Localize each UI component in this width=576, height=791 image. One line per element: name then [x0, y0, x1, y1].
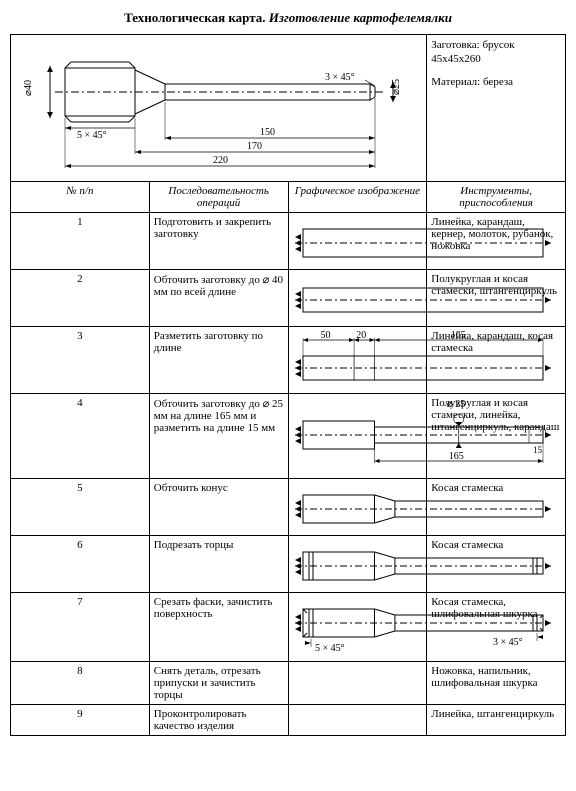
row-op: Срезать фаски, зачистить поверхность [149, 593, 288, 662]
main-drawing-svg: ⌀40 ⌀25 5 × 45° 3 × 45° [15, 38, 415, 178]
table-row: 1Подготовить и закрепить заготовкуЛинейк… [11, 213, 566, 270]
table-row: 8Снять деталь, отрезать припуски и зачис… [11, 662, 566, 705]
hdr-img: Графическое изображение [288, 182, 427, 213]
table-row: 2Обточить заготовку до ⌀ 40 мм по всей д… [11, 270, 566, 327]
dim-170: 170 [247, 141, 262, 152]
row-num: 4 [11, 394, 150, 479]
row-op: Снять деталь, отрезать припуски и зачист… [149, 662, 288, 705]
hdr-num: № п/п [11, 182, 150, 213]
dim-220: 220 [213, 155, 228, 166]
dim-dia25: ⌀25 [391, 79, 402, 95]
row-op: Обточить конус [149, 479, 288, 536]
table-row: 9Проконтролировать качество изделия Линей… [11, 705, 566, 736]
row-tool: Косая стамеска, шлифовальная шкурка [427, 593, 566, 662]
row-op: Обточить заготовку до ⌀ 25 мм на длине 1… [149, 394, 288, 479]
row-op: Проконтролировать качество изделия [149, 705, 288, 736]
row-fig: 5 × 45°3 × 45° [288, 593, 427, 662]
svg-text:5 × 45°: 5 × 45° [315, 643, 345, 654]
row-num: 1 [11, 213, 150, 270]
header-row: № п/п Последовательность операций Графич… [11, 182, 566, 213]
title-name: Изготовление картофелемялки [269, 10, 452, 25]
dim-dia40: ⌀40 [23, 80, 34, 96]
row-fig: 5020165 [288, 327, 427, 394]
blank-size: 45x45x260 [431, 52, 561, 66]
row-fig [288, 705, 427, 736]
dim-ch-left: 5 × 45° [77, 130, 107, 141]
table-row: 3Разметить заготовку по длине5020165Лине… [11, 327, 566, 394]
row-tool: Линейка, карандаш, косая стамеска [427, 327, 566, 394]
row-num: 9 [11, 705, 150, 736]
row-fig [288, 270, 427, 327]
svg-text:15: 15 [533, 445, 543, 455]
dim-150: 150 [260, 127, 275, 138]
row-fig [288, 536, 427, 593]
table-row: 7Срезать фаски, зачистить поверхность5 ×… [11, 593, 566, 662]
row-tool: Ножовка, напильник, шлифовальная шкурка [427, 662, 566, 705]
row-fig [288, 479, 427, 536]
page-title: Технологическая карта. Изготовление карт… [10, 10, 566, 26]
title-prefix: Технологическая карта. [124, 10, 265, 25]
material-cell: Заготовка: брусок 45x45x260 Материал: бе… [427, 35, 566, 182]
material-label: Материал: береза [431, 75, 561, 89]
row-op: Подготовить и закрепить заготовку [149, 213, 288, 270]
table-row: 6Подрезать торцыКосая стамеска [11, 536, 566, 593]
row-num: 6 [11, 536, 150, 593]
table-row: 4Обточить заготовку до ⌀ 25 мм на длине … [11, 394, 566, 479]
svg-text:20: 20 [356, 330, 366, 341]
row-num: 2 [11, 270, 150, 327]
row-tool: Линейка, штангенциркуль [427, 705, 566, 736]
row-num: 5 [11, 479, 150, 536]
svg-text:3 × 45°: 3 × 45° [493, 637, 523, 648]
hdr-op: Последовательность операций [149, 182, 288, 213]
blank-label: Заготовка: брусок [431, 38, 561, 52]
top-drawing-cell: ⌀40 ⌀25 5 × 45° 3 × 45° [11, 35, 427, 182]
table-row: 5Обточить конусКосая стамеска [11, 479, 566, 536]
row-op: Разметить заготовку по длине [149, 327, 288, 394]
svg-text:50: 50 [320, 330, 330, 341]
dim-ch-right: 3 × 45° [325, 72, 355, 83]
process-table: ⌀40 ⌀25 5 × 45° 3 × 45° [10, 34, 566, 736]
svg-text:165: 165 [448, 451, 463, 462]
top-drawing: ⌀40 ⌀25 5 × 45° 3 × 45° [15, 38, 422, 178]
row-num: 3 [11, 327, 150, 394]
row-op: Обточить заготовку до ⌀ 40 мм по всей дл… [149, 270, 288, 327]
row-op: Подрезать торцы [149, 536, 288, 593]
row-fig [288, 662, 427, 705]
row-fig [288, 213, 427, 270]
row-num: 7 [11, 593, 150, 662]
row-num: 8 [11, 662, 150, 705]
hdr-tool: Инструменты, приспособления [427, 182, 566, 213]
row-fig: ⌀ 2516515 [288, 394, 427, 479]
